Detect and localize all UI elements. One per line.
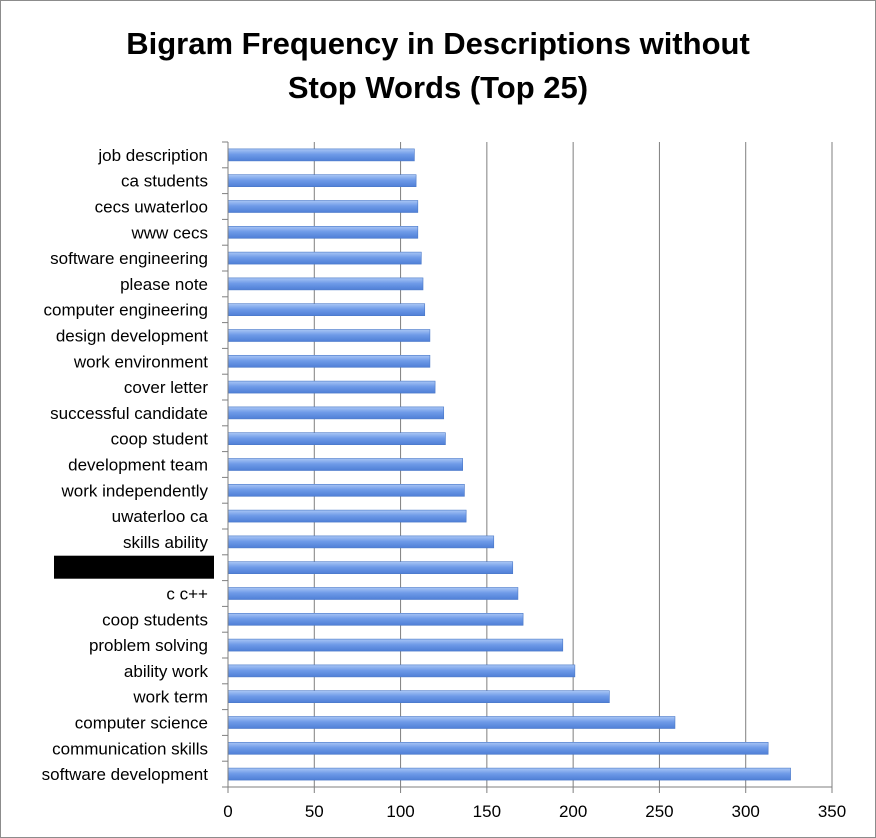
category-label-13: work independently <box>61 481 209 500</box>
bar-10 <box>227 406 445 420</box>
bar-7 <box>227 329 431 342</box>
x-tick-label-300: 300 <box>732 802 760 821</box>
category-label-9: cover letter <box>124 378 208 397</box>
bar-14 <box>227 509 467 523</box>
bar-18 <box>227 612 524 626</box>
x-tick-label-0: 0 <box>223 802 232 821</box>
category-label-14: uwaterloo ca <box>112 507 209 526</box>
category-label-6: computer engineering <box>44 301 208 320</box>
category-label-5: please note <box>120 275 208 294</box>
bar-24 <box>227 767 791 781</box>
category-label-2: cecs uwaterloo <box>95 198 208 217</box>
category-label-8: work environment <box>73 352 208 371</box>
category-label-4: software engineering <box>50 249 208 268</box>
bar-5 <box>227 277 424 291</box>
category-label-22: computer science <box>75 714 208 733</box>
x-tick-label-350: 350 <box>818 802 846 821</box>
redaction-box <box>54 555 214 579</box>
bar-15 <box>227 535 495 549</box>
x-tick-label-150: 150 <box>473 802 501 821</box>
category-label-19: problem solving <box>89 636 208 655</box>
bar-21 <box>227 690 610 704</box>
chart-title: Bigram Frequency in Descriptions without… <box>0 22 876 110</box>
category-label-24: software development <box>42 765 209 784</box>
category-label-7: design development <box>56 327 208 346</box>
category-label-11: coop student <box>111 430 209 449</box>
category-label-23: communication skills <box>52 739 208 758</box>
x-tick-label-200: 200 <box>559 802 587 821</box>
bar-20 <box>227 664 576 678</box>
bar-16 <box>227 561 514 575</box>
category-label-17: c c++ <box>166 585 208 604</box>
chart-title-line-1: Bigram Frequency in Descriptions without <box>126 26 750 61</box>
bar-0 <box>227 148 415 162</box>
bar-2 <box>227 200 419 213</box>
bar-3 <box>227 226 419 239</box>
bar-1 <box>227 174 417 187</box>
bar-9 <box>227 380 436 394</box>
bar-23 <box>227 741 769 755</box>
bar-12 <box>227 458 463 471</box>
category-label-1: ca students <box>121 172 208 191</box>
bar-17 <box>227 587 519 600</box>
bar-8 <box>227 354 431 368</box>
category-label-10: successful candidate <box>50 404 208 423</box>
category-label-18: coop students <box>102 610 208 629</box>
bar-6 <box>227 303 426 317</box>
category-label-21: work term <box>132 688 208 707</box>
category-label-0: job description <box>97 146 208 165</box>
category-label-20: ability work <box>124 662 209 681</box>
bar-19 <box>227 638 564 652</box>
bar-11 <box>227 432 446 446</box>
bar-4 <box>227 251 422 265</box>
bar-22 <box>227 716 676 729</box>
category-label-3: www cecs <box>130 223 208 242</box>
category-label-12: development team <box>68 456 208 475</box>
bar-13 <box>227 483 465 497</box>
category-label-15: skills ability <box>123 533 209 552</box>
chart-title-line-2: Stop Words (Top 25) <box>287 70 589 105</box>
x-tick-label-100: 100 <box>386 802 414 821</box>
x-tick-label-50: 50 <box>305 802 324 821</box>
x-tick-label-250: 250 <box>645 802 673 821</box>
